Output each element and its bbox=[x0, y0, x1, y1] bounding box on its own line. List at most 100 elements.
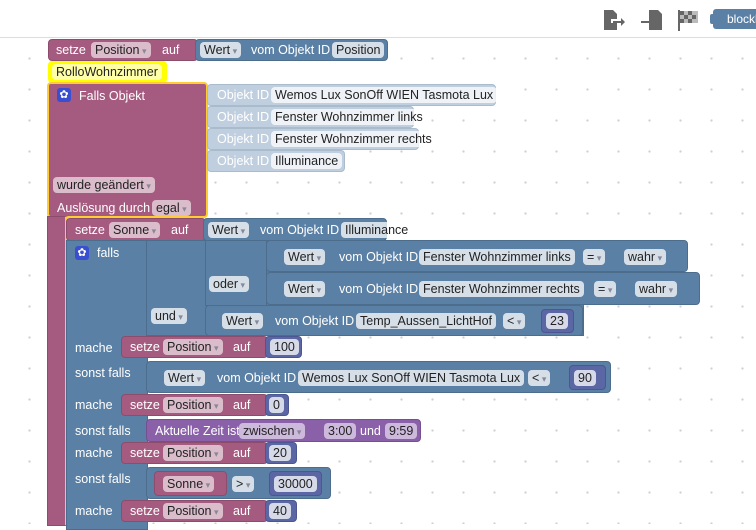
set-position-block[interactable]: setze Position auf bbox=[48, 39, 198, 61]
wert-dropdown[interactable]: Wert bbox=[284, 249, 326, 265]
number-block[interactable]: 23 bbox=[541, 309, 574, 333]
number-block[interactable]: 90 bbox=[569, 365, 606, 390]
number-value[interactable]: 30000 bbox=[274, 476, 317, 492]
object-id-block[interactable]: Objekt ID Wemos Lux SonOff WIEN Tasmota … bbox=[207, 84, 498, 106]
object-id-field[interactable]: Position bbox=[332, 42, 385, 58]
number-value[interactable]: 90 bbox=[574, 370, 596, 386]
boolean-dropdown[interactable]: wahr bbox=[635, 281, 678, 297]
wert-dropdown[interactable]: Wert bbox=[208, 222, 250, 238]
trigger-statement-bar bbox=[47, 216, 68, 526]
number-block[interactable]: 0 bbox=[265, 394, 289, 416]
vom-label: vom Objekt ID bbox=[339, 282, 419, 296]
time-compare-block[interactable]: Aktuelle Zeit ist zwischen 3:00 und 9:59 bbox=[146, 419, 421, 442]
get-value-block[interactable]: Wert vom Objekt ID Illuminance bbox=[203, 218, 413, 241]
change-dropdown[interactable]: wurde geändert bbox=[53, 177, 155, 193]
vom-label: vom Objekt ID bbox=[251, 43, 331, 57]
trigger-block[interactable]: ✿ Falls Objekt wurde geändert Auslösung … bbox=[47, 82, 208, 218]
number-block[interactable]: 20 bbox=[265, 442, 297, 464]
time-label: Aktuelle Zeit ist bbox=[155, 424, 240, 438]
number-value[interactable]: 0 bbox=[269, 397, 284, 413]
wert-dropdown[interactable]: Wert bbox=[200, 42, 242, 58]
comment-block[interactable]: RolloWohnzimmer bbox=[48, 61, 167, 83]
import-icon[interactable] bbox=[640, 8, 664, 32]
operator-dropdown[interactable]: = bbox=[594, 281, 617, 297]
compare-block[interactable]: Wert vom Objekt ID Fenster Wohnzimmer li… bbox=[266, 240, 688, 272]
compare-block[interactable]: Sonne > 30000 bbox=[146, 467, 331, 499]
trigger-label: Falls Objekt bbox=[79, 89, 145, 103]
variable-dropdown[interactable]: Position bbox=[91, 42, 151, 58]
object-id-block[interactable]: Objekt ID Fenster Wohnzimmer links bbox=[207, 106, 427, 128]
sonst-falls-label: sonst falls bbox=[75, 366, 131, 380]
time-mode-dropdown[interactable]: zwischen bbox=[239, 423, 306, 439]
gear-icon[interactable]: ✿ bbox=[57, 88, 71, 102]
number-block[interactable]: 100 bbox=[265, 336, 302, 358]
toolbar: blockly bbox=[0, 0, 756, 38]
object-id-field[interactable]: Wemos Lux SonOff WIEN Tasmota Lux bbox=[298, 370, 525, 386]
variable-dropdown[interactable]: Position bbox=[163, 445, 223, 461]
object-id-field[interactable]: Illuminance bbox=[271, 153, 343, 169]
or-block[interactable]: oder bbox=[205, 240, 267, 306]
vom-label: vom Objekt ID bbox=[275, 314, 355, 328]
get-value-block[interactable]: Wert vom Objekt ID Position bbox=[195, 39, 388, 61]
set-sonne-block[interactable]: setze Sonne auf bbox=[66, 218, 206, 241]
variable-dropdown[interactable]: Position bbox=[163, 503, 223, 519]
oder-dropdown[interactable]: oder bbox=[209, 276, 250, 292]
sonst-falls-label: sonst falls bbox=[75, 472, 131, 486]
und-label: und bbox=[360, 424, 381, 438]
number-block[interactable]: 40 bbox=[265, 500, 297, 522]
number-value[interactable]: 100 bbox=[270, 339, 299, 355]
compare-block[interactable]: Wert vom Objekt ID Fenster Wohnzimmer re… bbox=[266, 272, 700, 305]
compare-block[interactable]: Wert vom Objekt ID Wemos Lux SonOff WIEN… bbox=[146, 361, 611, 393]
number-block[interactable]: 30000 bbox=[269, 471, 322, 496]
und-dropdown[interactable]: und bbox=[151, 308, 187, 324]
operator-dropdown[interactable]: = bbox=[583, 249, 606, 265]
operator-dropdown[interactable]: > bbox=[232, 476, 255, 492]
object-id-block[interactable]: Objekt ID Illuminance bbox=[207, 150, 345, 172]
objekt-id-label: Objekt ID bbox=[217, 132, 270, 146]
variable-dropdown[interactable]: Position bbox=[163, 397, 223, 413]
auf-label: auf bbox=[171, 223, 189, 237]
object-id-field[interactable]: Illuminance bbox=[341, 222, 413, 238]
gear-icon[interactable]: ✿ bbox=[75, 246, 89, 260]
number-value[interactable]: 23 bbox=[546, 313, 568, 329]
variable-dropdown[interactable]: Position bbox=[163, 339, 223, 355]
set-position-block[interactable]: setze Position auf bbox=[121, 442, 268, 464]
variable-block[interactable]: Sonne bbox=[154, 471, 227, 496]
object-id-field[interactable]: Fenster Wohnzimmer links bbox=[419, 249, 575, 265]
objekt-id-label: Objekt ID bbox=[217, 154, 270, 168]
auf-label: auf bbox=[233, 504, 251, 518]
wert-dropdown[interactable]: Wert bbox=[222, 313, 264, 329]
time-to-field[interactable]: 9:59 bbox=[385, 423, 418, 439]
set-position-block[interactable]: setze Position auf bbox=[121, 394, 268, 416]
variable-dropdown[interactable]: Sonne bbox=[109, 222, 161, 238]
time-from-field[interactable]: 3:00 bbox=[324, 423, 357, 439]
object-id-field[interactable]: Fenster Wohnzimmer links bbox=[271, 109, 427, 125]
set-position-block[interactable]: setze Position auf bbox=[121, 500, 268, 522]
vom-label: vom Objekt ID bbox=[260, 223, 340, 237]
wert-dropdown[interactable]: Wert bbox=[284, 281, 326, 297]
object-id-block[interactable]: Objekt ID Fenster Wohnzimmer rechts bbox=[207, 128, 436, 150]
wert-dropdown[interactable]: Wert bbox=[164, 370, 206, 386]
setze-label: setze bbox=[130, 398, 160, 412]
blockly-button[interactable]: blockly bbox=[710, 9, 756, 29]
setze-label: setze bbox=[75, 223, 105, 237]
ausloesung-dropdown[interactable]: egal bbox=[152, 200, 191, 216]
comment-text[interactable]: RolloWohnzimmer bbox=[52, 64, 162, 80]
object-id-field[interactable]: Wemos Lux SonOff WIEN Tasmota Lux bbox=[271, 87, 498, 103]
mache-label: mache bbox=[75, 341, 113, 355]
operator-dropdown[interactable]: < bbox=[528, 370, 551, 386]
checkered-flag-icon[interactable] bbox=[676, 8, 700, 32]
variable-dropdown[interactable]: Sonne bbox=[163, 476, 215, 492]
object-id-field[interactable]: Fenster Wohnzimmer rechts bbox=[419, 281, 584, 297]
operator-dropdown[interactable]: < bbox=[503, 313, 526, 329]
set-position-block[interactable]: setze Position auf bbox=[121, 336, 268, 358]
object-id-field[interactable]: Fenster Wohnzimmer rechts bbox=[271, 131, 436, 147]
if-block[interactable]: ✿ falls mache sonst falls mache sonst fa… bbox=[66, 240, 148, 530]
export-icon[interactable] bbox=[602, 8, 626, 32]
boolean-dropdown[interactable]: wahr bbox=[624, 249, 667, 265]
number-value[interactable]: 40 bbox=[269, 503, 291, 519]
number-value[interactable]: 20 bbox=[269, 445, 291, 461]
blockly-workspace[interactable]: setze Position auf Wert vom Objekt ID Po… bbox=[0, 39, 756, 530]
compare-block[interactable]: Wert vom Objekt ID Temp_Aussen_LichtHof … bbox=[205, 305, 583, 336]
object-id-field[interactable]: Temp_Aussen_LichtHof bbox=[356, 313, 497, 329]
